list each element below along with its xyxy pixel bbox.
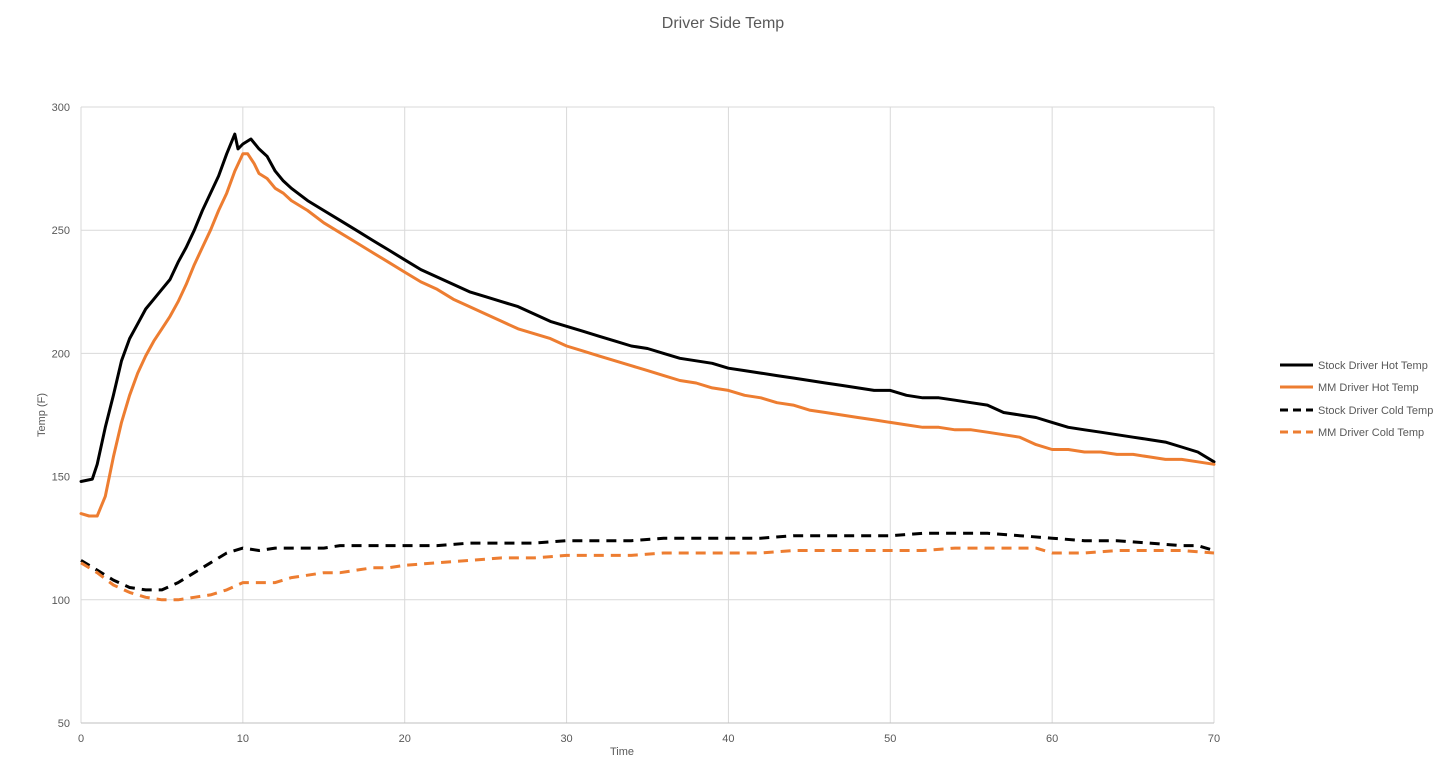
y-tick-label: 150 [52, 472, 70, 484]
legend: Stock Driver Hot Temp MM Driver Hot Temp S… [1280, 360, 1433, 439]
series-lines [79, 132, 1216, 602]
legend-label-stock-driver-hot-temp: Stock Driver Hot Temp [1318, 360, 1428, 372]
tick-labels: 50 100 150 200 250 300 0 10 20 30 40 50 60 70 [52, 102, 1220, 745]
x-tick-label: 10 [237, 733, 249, 745]
y-axis-label: Temp (F) [36, 393, 48, 437]
y-tick-label: 100 [52, 595, 70, 607]
series-line-stock-driver-hot-temp [79, 132, 1216, 483]
x-tick-label: 40 [722, 733, 734, 745]
x-tick-label: 50 [884, 733, 896, 745]
x-tick-label: 20 [399, 733, 411, 745]
legend-label-stock-driver-cold-temp: Stock Driver Cold Temp [1318, 405, 1433, 417]
x-tick-label: 30 [560, 733, 572, 745]
series-line-mm-driver-cold-temp [80, 546, 1215, 602]
legend-label-mm-driver-hot-temp: MM Driver Hot Temp [1318, 382, 1419, 394]
x-tick-label: 70 [1208, 733, 1220, 745]
y-tick-label: 200 [52, 348, 70, 360]
x-axis-label: Time [610, 746, 634, 758]
series-line-mm-driver-hot-temp [79, 152, 1216, 518]
series-line-stock-driver-cold-temp [80, 531, 1215, 592]
legend-label-mm-driver-cold-temp: MM Driver Cold Temp [1318, 427, 1424, 439]
chart-title: Driver Side Temp [662, 15, 785, 32]
y-tick-label: 250 [52, 225, 70, 237]
x-tick-label: 0 [78, 733, 84, 745]
grid-lines [80, 106, 1215, 723]
y-tick-label: 50 [58, 718, 70, 730]
x-tick-label: 60 [1046, 733, 1058, 745]
y-tick-label: 300 [52, 102, 70, 114]
